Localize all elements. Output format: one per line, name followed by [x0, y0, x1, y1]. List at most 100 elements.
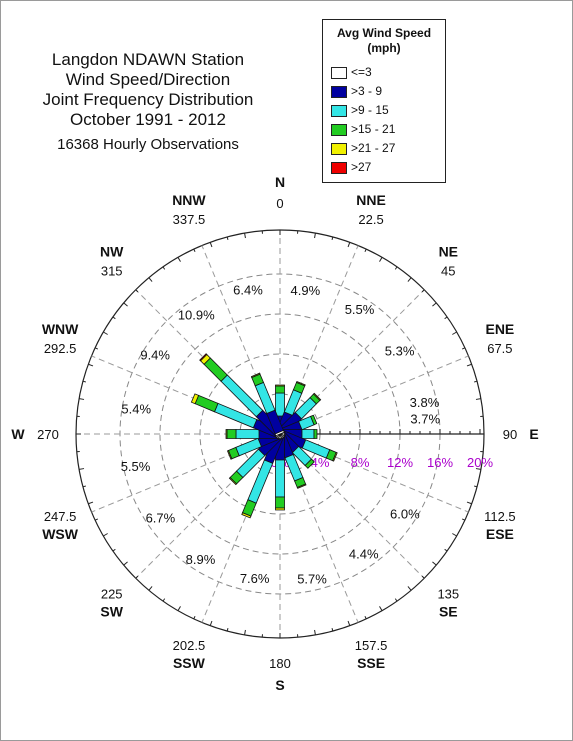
direction-percent-label: 6.0% [390, 507, 420, 522]
direction-name-label: ENE [485, 321, 514, 337]
direction-percent-label: 5.4% [121, 402, 151, 417]
outer-tick [135, 575, 139, 579]
direction-angle-label: 225 [101, 586, 123, 601]
outer-tick [364, 248, 367, 253]
direction-angle-label: 157.5 [355, 638, 388, 653]
outer-tick [461, 347, 466, 350]
bar-segment [225, 429, 228, 439]
bar-segment [295, 380, 306, 387]
legend-swatch [331, 67, 347, 79]
direction-name-label: SSE [357, 655, 385, 671]
direction-name-label: SE [439, 603, 458, 619]
outer-tick [177, 606, 181, 611]
outer-tick [452, 533, 457, 537]
outer-tick [461, 518, 466, 521]
direction-percent-label: 8.9% [186, 552, 216, 567]
bar-segment [250, 372, 261, 379]
title-line-3: Joint Frequency Distribution [42, 90, 254, 109]
direction-name-label: S [275, 677, 284, 693]
bar-segment [199, 353, 208, 362]
direction-name-label: E [529, 426, 538, 442]
outer-tick [209, 242, 213, 248]
legend-swatch [331, 124, 347, 136]
outer-tick [193, 615, 196, 620]
outer-tick [209, 620, 213, 626]
outer-tick [432, 302, 437, 307]
direction-name-label: WSW [42, 526, 79, 542]
bar-segment [275, 459, 285, 498]
legend-label: >15 - 21 [351, 122, 396, 136]
outer-tick [244, 233, 246, 239]
outer-tick [226, 236, 229, 240]
direction-percent-label: 5.5% [345, 302, 375, 317]
legend-label: <=3 [351, 65, 372, 79]
direction-percent-label: 6.4% [233, 283, 263, 298]
bar-segment [226, 449, 233, 460]
outer-tick [79, 468, 85, 470]
direction-name-label: SSW [173, 655, 206, 671]
radial-tick-label: 20% [467, 455, 493, 470]
outer-tick [88, 501, 94, 505]
direction-percent-label: 5.3% [385, 343, 415, 358]
title-line-1: Langdon NDAWN Station [51, 50, 245, 69]
outer-tick [177, 257, 181, 262]
direction-angle-label: 315 [101, 264, 123, 279]
radial-tick-label: 12% [387, 455, 413, 470]
direction-name-label: W [11, 426, 25, 442]
direction-percent-label: 4.4% [349, 547, 379, 562]
outer-tick [148, 277, 153, 282]
direction-percent-label: 9.4% [140, 347, 170, 362]
direction-name-label: NE [439, 244, 458, 260]
direction-angle-label: 0 [276, 196, 283, 211]
bar-segment [275, 392, 285, 417]
direction-angle-label: 270 [37, 427, 59, 442]
outer-tick [123, 561, 128, 566]
bar-segment [310, 414, 318, 426]
outer-tick [444, 316, 448, 320]
direction-angle-label: 45 [441, 264, 455, 279]
legend-title: Avg Wind Speed (mph) [323, 26, 445, 56]
direction-angle-label: 90 [503, 427, 517, 442]
outer-tick [226, 628, 229, 632]
bar-segment [226, 429, 237, 439]
outer-tick [347, 620, 351, 626]
direction-angle-label: 247.5 [44, 509, 77, 524]
outer-tick [432, 561, 437, 566]
outer-tick [112, 316, 116, 320]
outer-tick [162, 266, 166, 270]
legend-label: >21 - 27 [351, 141, 396, 155]
outer-tick [444, 548, 448, 552]
outer-tick [244, 629, 246, 635]
bar-segment [296, 483, 307, 489]
outer-tick [379, 257, 383, 262]
outer-tick [103, 533, 108, 537]
outer-tick [148, 586, 153, 591]
radial-tick-label: 8% [351, 455, 370, 470]
legend-label: >3 - 9 [351, 84, 383, 98]
outer-tick [452, 331, 457, 335]
direction-angle-label: 112.5 [484, 509, 516, 524]
outer-tick [364, 615, 367, 620]
observation-count: 16368 Hourly Observations [57, 136, 239, 153]
outer-tick [331, 236, 334, 240]
chart-title: Langdon NDAWN Station Wind Speed/Directi… [28, 50, 268, 154]
outer-tick [466, 501, 472, 505]
legend-title-line-2: (mph) [367, 41, 401, 55]
direction-angle-label: 135 [437, 586, 459, 601]
bar-segment [235, 429, 260, 439]
direction-name-label: N [275, 174, 285, 190]
direction-percent-label: 7.6% [240, 571, 270, 586]
legend-label: >27 [351, 160, 372, 174]
outer-tick [162, 598, 166, 602]
direction-percent-label: 4.9% [291, 283, 321, 298]
outer-tick [94, 518, 99, 521]
outer-tick [475, 468, 481, 470]
outer-tick [79, 398, 85, 400]
direction-name-label: ESE [486, 526, 514, 542]
bar-segment [228, 476, 238, 486]
outer-tick [475, 398, 481, 400]
legend-swatch [331, 162, 347, 174]
legend-swatch [331, 143, 347, 155]
